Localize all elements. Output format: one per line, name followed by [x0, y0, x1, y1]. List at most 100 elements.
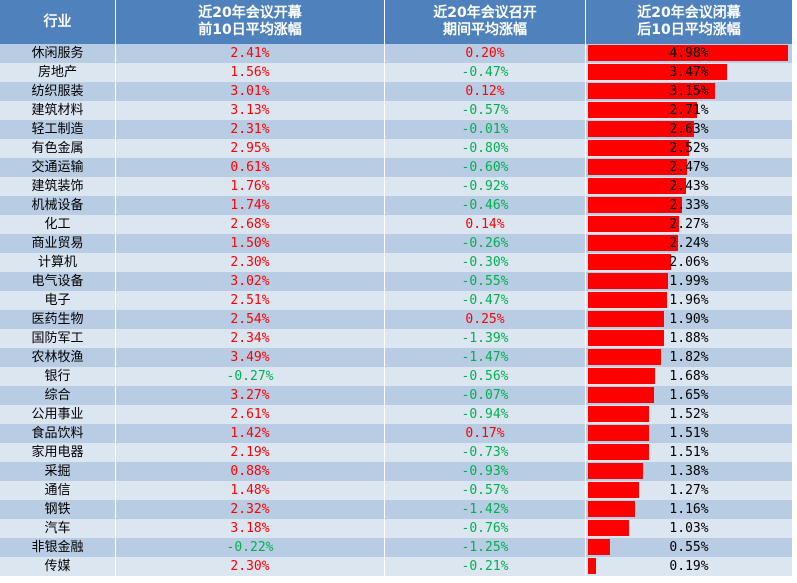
post-close-cell: 1.51%: [586, 424, 792, 443]
table-row: 国防军工 2.34% -1.39% 1.88%: [0, 329, 792, 348]
during-return: 0.12%: [385, 82, 586, 101]
pre-open-return: 2.19%: [116, 443, 385, 462]
pre-open-return: 2.68%: [116, 215, 385, 234]
during-return: -0.55%: [385, 272, 586, 291]
post-close-return: 1.99%: [669, 274, 709, 289]
during-return: -0.60%: [385, 158, 586, 177]
post-close-return: 0.19%: [669, 559, 709, 574]
post-close-return: 2.43%: [669, 179, 709, 194]
during-return: -0.01%: [385, 120, 586, 139]
header-pre-line1: 近20年会议开幕: [198, 5, 302, 21]
post-close-bar: [588, 292, 667, 308]
post-close-cell: 3.47%: [586, 63, 792, 82]
industry-name: 商业贸易: [0, 234, 116, 253]
table-row: 休闲服务 2.41% 0.20% 4.98%: [0, 44, 792, 63]
post-close-return: 3.47%: [669, 65, 709, 80]
industry-name: 农林牧渔: [0, 348, 116, 367]
pre-open-return: 2.41%: [116, 44, 385, 63]
pre-open-return: 2.95%: [116, 139, 385, 158]
post-close-return: 0.55%: [669, 540, 709, 555]
pre-open-return: 3.27%: [116, 386, 385, 405]
during-return: 0.25%: [385, 310, 586, 329]
post-close-return: 1.65%: [669, 388, 709, 403]
post-close-cell: 0.19%: [586, 557, 792, 576]
industry-name: 公用事业: [0, 405, 116, 424]
industry-name: 家用电器: [0, 443, 116, 462]
table-row: 钢铁 2.32% -1.42% 1.16%: [0, 500, 792, 519]
post-close-return: 1.27%: [669, 483, 709, 498]
during-return: -0.80%: [385, 139, 586, 158]
table-row: 家用电器 2.19% -0.73% 1.51%: [0, 443, 792, 462]
industry-name: 房地产: [0, 63, 116, 82]
post-close-bar: [588, 254, 671, 270]
header-post-line2: 后10日平均涨幅: [637, 22, 741, 38]
industry-name: 传媒: [0, 557, 116, 576]
header-post-line1: 近20年会议闭幕: [637, 5, 741, 21]
industry-name: 非银金融: [0, 538, 116, 557]
pre-open-return: 3.02%: [116, 272, 385, 291]
post-close-bar: [588, 482, 639, 498]
post-close-cell: 1.65%: [586, 386, 792, 405]
post-close-bar: [588, 140, 689, 156]
post-close-bar: [588, 45, 788, 61]
header-mid-line1: 近20年会议召开: [433, 5, 537, 21]
industry-name: 采掘: [0, 462, 116, 481]
industry-name: 综合: [0, 386, 116, 405]
table-row: 农林牧渔 3.49% -1.47% 1.82%: [0, 348, 792, 367]
post-close-return: 2.27%: [669, 217, 709, 232]
post-close-bar: [588, 83, 715, 99]
pre-open-return: 2.31%: [116, 120, 385, 139]
post-close-return: 1.90%: [669, 312, 709, 327]
table-row: 采掘 0.88% -0.93% 1.38%: [0, 462, 792, 481]
industry-name: 化工: [0, 215, 116, 234]
post-close-bar: [588, 311, 664, 327]
during-return: -0.73%: [385, 443, 586, 462]
table-row: 医药生物 2.54% 0.25% 1.90%: [0, 310, 792, 329]
during-return: -0.94%: [385, 405, 586, 424]
post-close-return: 1.16%: [669, 502, 709, 517]
post-close-cell: 3.15%: [586, 82, 792, 101]
pre-open-return: 2.30%: [116, 557, 385, 576]
post-close-cell: 2.24%: [586, 234, 792, 253]
industry-name: 有色金属: [0, 139, 116, 158]
industry-name: 食品饮料: [0, 424, 116, 443]
industry-name: 建筑材料: [0, 101, 116, 120]
post-close-cell: 1.82%: [586, 348, 792, 367]
pre-open-return: -0.27%: [116, 367, 385, 386]
during-return: -0.92%: [385, 177, 586, 196]
during-return: -0.56%: [385, 367, 586, 386]
post-close-bar: [588, 463, 643, 479]
post-close-cell: 2.63%: [586, 120, 792, 139]
post-close-cell: 2.47%: [586, 158, 792, 177]
during-return: -0.93%: [385, 462, 586, 481]
table-row: 非银金融 -0.22% -1.25% 0.55%: [0, 538, 792, 557]
post-close-bar: [588, 406, 649, 422]
industry-name: 计算机: [0, 253, 116, 272]
pre-open-return: 2.54%: [116, 310, 385, 329]
header-industry: 行业: [0, 0, 116, 44]
post-close-cell: 2.71%: [586, 101, 792, 120]
post-close-cell: 1.51%: [586, 443, 792, 462]
post-close-return: 1.51%: [669, 445, 709, 460]
industry-name: 医药生物: [0, 310, 116, 329]
post-close-cell: 1.88%: [586, 329, 792, 348]
post-close-bar: [588, 349, 661, 365]
pre-open-return: 2.34%: [116, 329, 385, 348]
table-row: 房地产 1.56% -0.47% 3.47%: [0, 63, 792, 82]
table-row: 纺织服装 3.01% 0.12% 3.15%: [0, 82, 792, 101]
post-close-bar: [588, 520, 629, 536]
post-close-cell: 1.03%: [586, 519, 792, 538]
pre-open-return: 3.49%: [116, 348, 385, 367]
pre-open-return: 0.88%: [116, 462, 385, 481]
during-return: 0.14%: [385, 215, 586, 234]
post-close-return: 2.63%: [669, 122, 709, 137]
post-close-return: 1.96%: [669, 293, 709, 308]
pre-open-return: 2.32%: [116, 500, 385, 519]
table-row: 电子 2.51% -0.47% 1.96%: [0, 291, 792, 310]
post-close-return: 1.68%: [669, 369, 709, 384]
pre-open-return: 1.56%: [116, 63, 385, 82]
post-close-cell: 0.55%: [586, 538, 792, 557]
industry-name: 银行: [0, 367, 116, 386]
post-close-bar: [588, 368, 655, 384]
post-close-bar: [588, 501, 635, 517]
